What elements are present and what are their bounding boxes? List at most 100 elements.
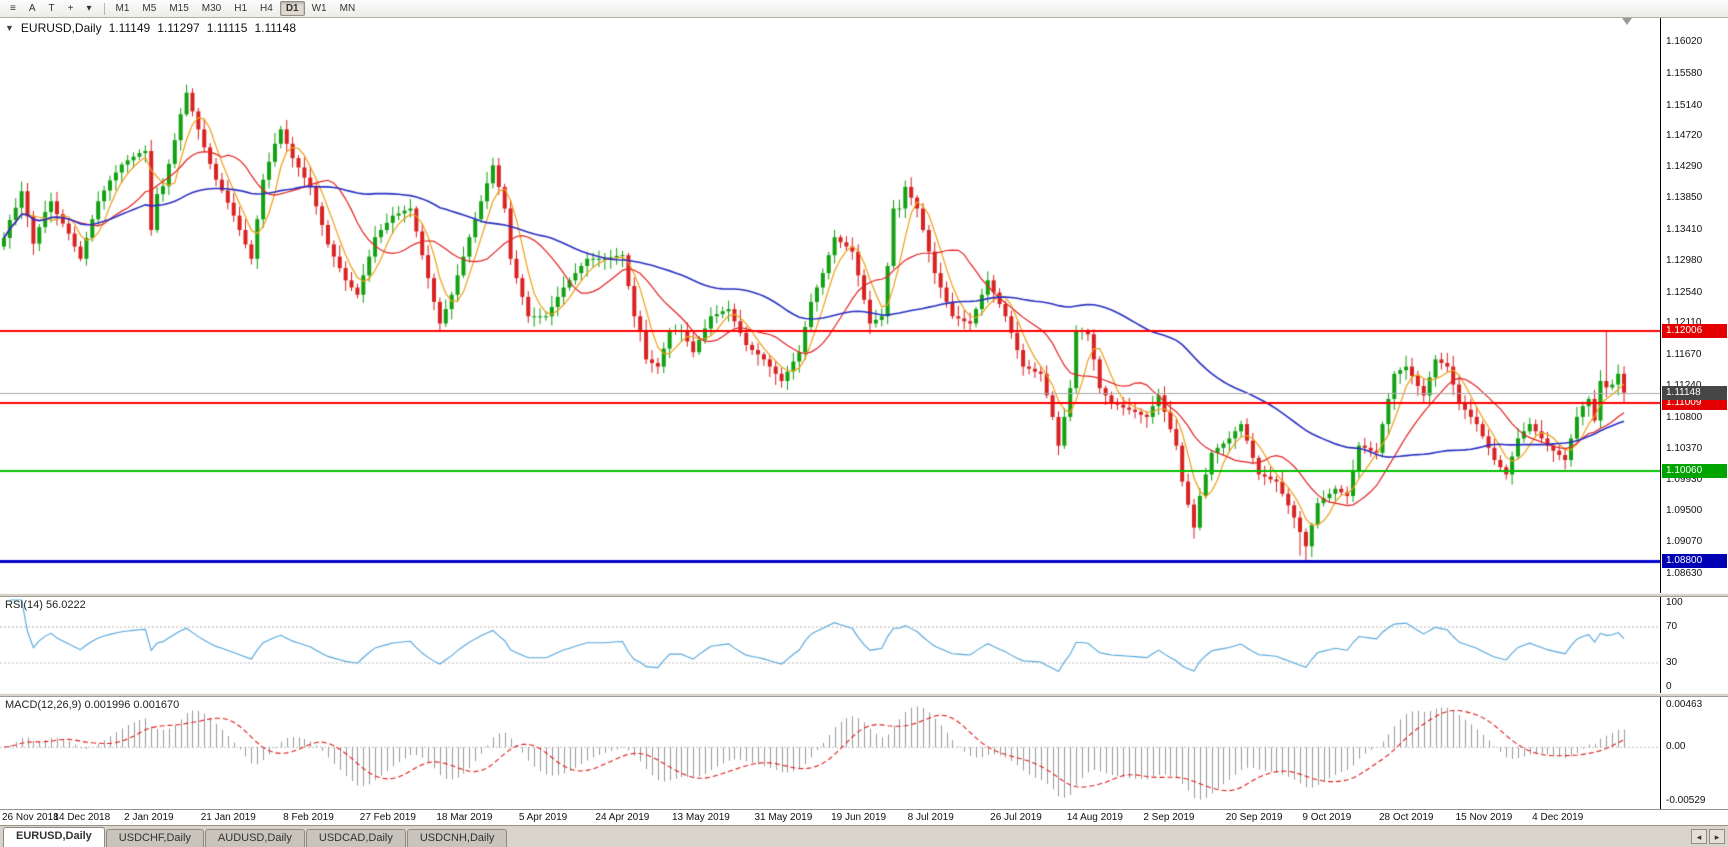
- rsi-level-label: 70: [1666, 621, 1678, 632]
- open-value: 1.11149: [108, 21, 151, 35]
- timeframe-d1-button[interactable]: D1: [279, 1, 305, 16]
- date-label: 15 Nov 2019: [1455, 812, 1513, 823]
- date-label: 31 May 2019: [754, 812, 813, 823]
- timeframe-w1-button[interactable]: W1: [311, 3, 327, 14]
- symbol-period-label: EURUSD,Daily: [20, 21, 102, 35]
- price-tick-label: 1.13850: [1666, 192, 1703, 204]
- date-label: 24 Apr 2019: [595, 812, 650, 823]
- date-label: 27 Feb 2019: [359, 812, 416, 823]
- date-label: 5 Apr 2019: [518, 812, 568, 823]
- timeframe-mn-button[interactable]: MN: [339, 3, 356, 14]
- rsi-axis[interactable]: 100 70 30 0: [1660, 597, 1728, 693]
- date-label: 9 Oct 2019: [1302, 812, 1352, 823]
- price-tick-label: 1.11670: [1666, 349, 1702, 361]
- date-label: 14 Aug 2019: [1066, 812, 1123, 823]
- date-label: 4 Dec 2019: [1532, 812, 1584, 823]
- low-value: 1.11115: [206, 21, 248, 35]
- collapse-arrow-icon[interactable]: ▼: [5, 23, 14, 33]
- main-chart-pane: ▼ EURUSD,Daily 1.11149 1.11297 1.11115 1…: [0, 18, 1728, 593]
- price-tick-label: 1.11240: [1666, 380, 1701, 391]
- chart-tab-usdcad[interactable]: USDCAD,Daily: [305, 829, 406, 847]
- date-label: 20 Sep 2019: [1225, 812, 1283, 823]
- rsi-label: RSI(14) 56.0222: [5, 599, 86, 611]
- draw-icon[interactable]: +: [67, 3, 74, 14]
- timeframe-h4-button[interactable]: H4: [260, 3, 273, 14]
- rsi-indicator-pane: RSI(14) 56.0222 100 70 30 0: [0, 597, 1728, 693]
- current-price-badge: 1.11148: [1662, 385, 1727, 400]
- timeframe-h1-button[interactable]: H1: [234, 3, 248, 14]
- date-label: 2 Jan 2019: [124, 812, 174, 823]
- macd-axis-label: 0.00: [1666, 741, 1686, 753]
- chart-tab-eurusd[interactable]: EURUSD,Daily: [3, 827, 105, 847]
- chart-tabs-bar: EURUSD,Daily USDCHF,Daily AUDUSD,Daily USDC…: [0, 825, 1728, 847]
- date-label: 26 Jul 2019: [990, 812, 1042, 823]
- price-tick-label: 1.09070: [1666, 535, 1703, 547]
- rsi-level-label: 30: [1666, 657, 1678, 668]
- high-value: 1.11297: [157, 21, 200, 35]
- price-tick-label: 1.09500: [1666, 505, 1703, 517]
- price-tick-label: 1.15140: [1666, 99, 1703, 111]
- date-label: 18 Mar 2019: [436, 812, 493, 823]
- cursor-icon[interactable]: A: [28, 3, 36, 14]
- timeframe-m1-button[interactable]: M1: [115, 3, 130, 14]
- chart-shift-marker-icon: [1622, 18, 1632, 25]
- price-tick-label: 1.12110: [1666, 317, 1701, 328]
- more-icon[interactable]: ▾: [86, 3, 92, 14]
- rsi-level-label: 100: [1666, 597, 1683, 608]
- tabs-scroll-right-button[interactable]: ▸: [1709, 829, 1725, 844]
- price-tick-label: 1.10370: [1666, 442, 1703, 454]
- hline-price-badge[interactable]: 1.12006: [1662, 323, 1727, 338]
- price-tick-label: 1.15580: [1666, 68, 1703, 80]
- date-label: 13 May 2019: [672, 812, 730, 823]
- macd-label: MACD(12,26,9) 0.001996 0.001670: [5, 699, 180, 711]
- toolbar-tools: ≡ A T + ▾: [4, 1, 99, 16]
- price-tick-label: 1.12540: [1666, 286, 1703, 298]
- price-tick-label: 1.14290: [1666, 160, 1703, 172]
- tabs-scroll-left-button[interactable]: ◂: [1691, 829, 1707, 844]
- chart-tab-audusd[interactable]: AUDUSD,Daily: [204, 829, 305, 847]
- macd-axis-label: 0.00463: [1666, 699, 1703, 710]
- hline-price-badge[interactable]: 1.08800: [1662, 554, 1727, 569]
- timeframe-m30-button[interactable]: M30: [201, 3, 222, 14]
- date-label: 8 Jul 2019: [907, 812, 954, 823]
- date-label: 19 Jun 2019: [831, 812, 887, 823]
- price-tick-label: 1.12980: [1666, 254, 1703, 266]
- macd-canvas[interactable]: [0, 697, 1660, 809]
- pane-splitter[interactable]: [0, 593, 1728, 597]
- macd-axis[interactable]: 0.00463 0.00 -0.00529: [1660, 697, 1728, 809]
- date-label: 8 Feb 2019: [283, 812, 334, 823]
- ohlc-readout: ▼ EURUSD,Daily 1.11149 1.11297 1.11115 1…: [5, 21, 296, 35]
- rsi-canvas[interactable]: [0, 597, 1660, 693]
- time-axis[interactable]: 26 Nov 2018 14 Dec 2018 2 Jan 2019 21 Jan 2…: [0, 809, 1728, 825]
- timeframe-buttons: M1 M5 M15 M30 H1 H4 D1 W1 MN: [110, 1, 363, 16]
- menu-icon[interactable]: ≡: [10, 3, 16, 14]
- chart-tab-usdchf[interactable]: USDCHF,Daily: [105, 829, 204, 847]
- price-tick-label: 1.14720: [1666, 129, 1703, 141]
- price-tick-label: 1.16020: [1666, 36, 1703, 48]
- timeframe-m15-button[interactable]: M15: [169, 3, 189, 14]
- toolbar: ≡ A T + ▾ M1 M5 M15 M30 H1 H4 D1 W1 MN: [0, 0, 1728, 18]
- macd-indicator-pane: MACD(12,26,9) 0.001996 0.001670 0.00463 0…: [0, 697, 1728, 809]
- price-tick-label: 1.10800: [1666, 411, 1703, 423]
- date-label: 26 Nov 2018: [2, 812, 59, 823]
- timeframe-m5-button[interactable]: M5: [142, 3, 157, 14]
- macd-axis-label: -0.00529: [1666, 795, 1706, 806]
- price-tick-label: 1.13410: [1666, 224, 1703, 236]
- tab-scroll-arrows: ◂ ▸: [1691, 829, 1725, 847]
- chart-tabs: EURUSD,Daily USDCHF,Daily AUDUSD,Daily USDC…: [3, 827, 508, 847]
- toolbar-separator: [103, 2, 105, 15]
- price-chart-canvas[interactable]: [0, 18, 1660, 593]
- pane-splitter[interactable]: [0, 693, 1728, 697]
- text-icon[interactable]: T: [48, 3, 55, 14]
- price-axis[interactable]: 1.16020 1.15580 1.15140 1.14720 1.14290 1.138…: [1660, 18, 1728, 593]
- price-tick-label: 1.09930: [1666, 474, 1703, 486]
- rsi-level-label: 0: [1666, 681, 1672, 692]
- chart-tab-usdcnh[interactable]: USDCNH,Daily: [406, 829, 508, 847]
- date-label: 28 Oct 2019: [1378, 812, 1434, 823]
- date-label: 2 Sep 2019: [1143, 812, 1195, 823]
- date-label: 14 Dec 2018: [53, 812, 111, 823]
- close-value: 1.11148: [254, 21, 297, 35]
- price-tick-label: 1.08630: [1666, 567, 1703, 579]
- hline-price-badge[interactable]: 1.10060: [1662, 463, 1727, 478]
